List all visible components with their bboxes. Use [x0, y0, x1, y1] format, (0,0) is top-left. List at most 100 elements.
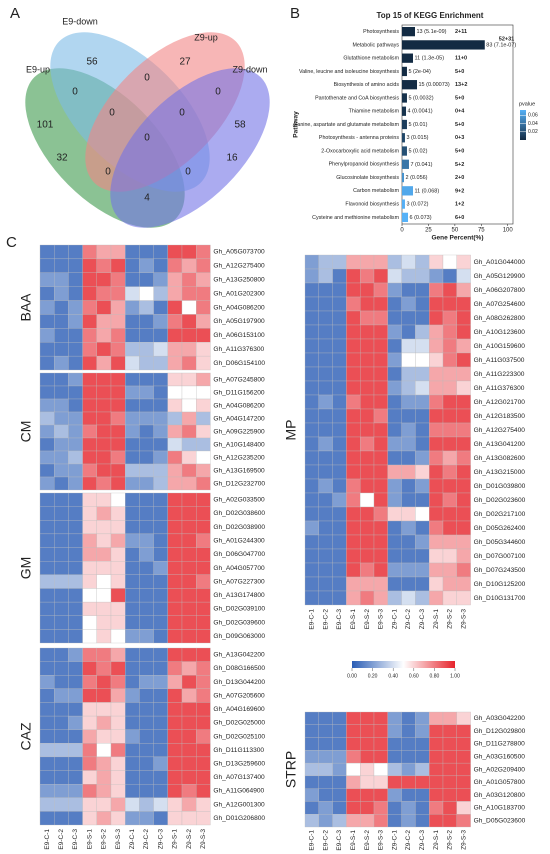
heatmap-cell — [332, 380, 347, 396]
heatmap-cell — [346, 737, 361, 751]
heatmap-cell — [181, 342, 197, 357]
column-label: Z9-S-2 — [447, 830, 454, 850]
bar-annotation: 6+0 — [455, 215, 464, 221]
heatmap-cell — [54, 797, 69, 812]
heatmap-cell — [82, 601, 97, 616]
heatmap-cell — [415, 506, 430, 522]
heatmap-cell — [68, 561, 83, 575]
heatmap-cell — [373, 520, 388, 536]
heatmap-cell — [110, 272, 126, 287]
bar — [402, 186, 413, 196]
heatmap-cell — [442, 394, 457, 410]
colorbar-tick-label: 0.04 — [528, 121, 538, 127]
heatmap-cell — [304, 788, 319, 802]
row-label: Gh_A12G021700 — [474, 399, 526, 406]
heatmap-cell — [429, 750, 444, 764]
heatmap-cell — [332, 520, 347, 536]
heatmap-cell — [181, 492, 197, 507]
heatmap-cell — [96, 300, 112, 315]
heatmap-cell — [318, 534, 333, 550]
heatmap-cell — [196, 328, 211, 343]
heatmap-cell — [96, 588, 112, 603]
bar-label: 5 (0.0032) — [408, 95, 433, 101]
venn-count: 0 — [179, 108, 185, 119]
heatmap-cell — [110, 355, 126, 371]
heatmap-cell — [68, 385, 83, 400]
heatmap-cell — [96, 647, 112, 662]
heatmap-cell — [415, 562, 430, 578]
y-tick-label: Glucosinolate biosynthesis — [336, 175, 399, 181]
heatmap-cell — [429, 366, 444, 382]
heatmap-cell — [68, 784, 83, 798]
heatmap-cell — [373, 296, 388, 312]
heatmap-cell — [139, 300, 154, 315]
heatmap-cell — [125, 647, 140, 662]
heatmap-cell — [442, 590, 457, 606]
heatmap-cell — [346, 762, 361, 777]
heatmap-cell — [304, 310, 319, 326]
heatmap-cell — [318, 724, 333, 738]
bar-annotation: 0+4 — [455, 109, 465, 115]
heatmap-cell — [110, 729, 126, 744]
heatmap-cell — [401, 296, 416, 312]
column-label: E9-C-3 — [336, 830, 343, 851]
heatmap-cell — [429, 534, 444, 550]
column-label: E9-S-1 — [350, 609, 357, 630]
heatmap-cell — [332, 750, 347, 764]
heatmap-cell — [442, 464, 457, 480]
heatmap-cell — [429, 436, 444, 452]
heatmap-cell — [82, 574, 97, 589]
heatmap-cell — [387, 422, 402, 438]
bar — [402, 93, 407, 103]
heatmap-cell — [96, 355, 112, 371]
row-label: Gh_D06G047700 — [213, 551, 265, 558]
heatmap-cell — [456, 711, 471, 725]
heatmap-cell — [54, 272, 69, 287]
heatmap-cell — [456, 408, 471, 424]
heatmap-cell — [318, 394, 333, 410]
bar-annotation: 5+0 — [455, 69, 464, 75]
bar-label: 5 (2e-04) — [408, 69, 430, 75]
heatmap-cell — [360, 436, 375, 452]
heatmap-cell — [442, 750, 457, 764]
heatmap-cell — [360, 478, 375, 494]
heatmap-cell — [39, 743, 55, 758]
heatmap-cell — [139, 314, 154, 329]
heatmap-cell — [415, 801, 430, 815]
heatmap-cell — [442, 548, 457, 564]
heatmap-cell — [68, 811, 83, 826]
heatmap-cell — [82, 314, 97, 329]
heatmap-cell — [139, 811, 154, 826]
heatmap-cell — [332, 338, 347, 354]
heatmap-cell — [153, 574, 168, 589]
heatmap-cell — [456, 268, 471, 284]
heatmap-cell — [387, 737, 402, 751]
heatmap-cell — [456, 548, 471, 564]
heatmap-cell — [125, 811, 140, 826]
heatmap-cell — [139, 272, 154, 287]
heatmap-cell — [153, 300, 168, 315]
heatmap-cell — [181, 372, 197, 387]
heatmap-cell — [429, 562, 444, 578]
heatmap-cell — [181, 533, 197, 548]
heatmap-cell — [54, 520, 69, 535]
heatmap-cell — [401, 548, 416, 564]
heatmap-cell — [139, 770, 154, 785]
heatmap-cell — [456, 366, 471, 382]
heatmap-cell — [139, 756, 154, 771]
heatmap-cell — [125, 372, 140, 387]
heatmap-cell — [373, 352, 388, 368]
row-label: Gh_D06G154100 — [213, 360, 265, 367]
column-label: Z9-C-2 — [405, 830, 412, 851]
heatmap-cell — [125, 437, 140, 452]
heatmap-cell — [125, 244, 140, 260]
heatmap-cell — [360, 814, 375, 828]
heatmap-cell — [39, 811, 55, 826]
group-label: GM — [18, 557, 34, 580]
heatmap-cell — [373, 408, 388, 424]
column-label: E9-C-3 — [72, 829, 79, 850]
heatmap-cell — [442, 576, 457, 592]
group-label: BAA — [18, 293, 34, 322]
heatmap-cell — [442, 562, 457, 578]
row-label: Gh_A11G376300 — [213, 346, 264, 353]
